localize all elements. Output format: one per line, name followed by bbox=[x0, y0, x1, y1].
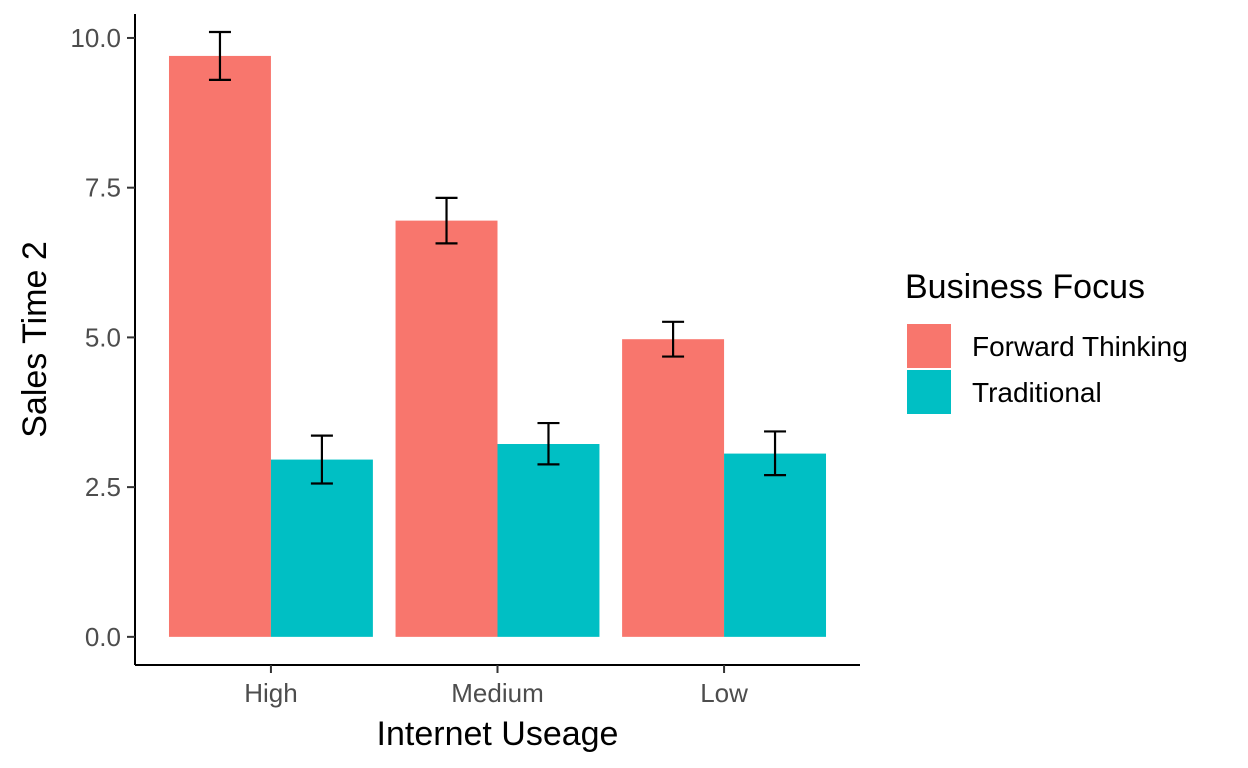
legend: Business Focus Forward Thinking Tradition… bbox=[905, 268, 1188, 414]
legend-label: Forward Thinking bbox=[972, 331, 1188, 362]
x-tick-label: Medium bbox=[451, 678, 543, 708]
legend-key-traditional bbox=[907, 370, 951, 414]
bar-low-traditional bbox=[724, 453, 827, 637]
y-tick-label: 5.0 bbox=[85, 322, 121, 352]
x-tick-label: High bbox=[244, 678, 297, 708]
y-tick-label: 2.5 bbox=[85, 472, 121, 502]
bar-medium-forward-thinking bbox=[395, 220, 498, 637]
error-bar-low-traditional bbox=[764, 430, 787, 477]
error-bars-layer bbox=[208, 30, 787, 485]
legend-key-forward-thinking bbox=[907, 324, 951, 368]
bar-medium-traditional bbox=[497, 444, 600, 637]
y-tick-label: 0.0 bbox=[85, 622, 121, 652]
error-bar-high-traditional bbox=[310, 434, 333, 485]
y-tick-label: 10.0 bbox=[70, 23, 121, 53]
x-tick-label: Low bbox=[700, 678, 748, 708]
legend-title: Business Focus bbox=[905, 268, 1145, 306]
x-axis-title: Internet Useage bbox=[377, 715, 619, 753]
error-bar-low-forward-thinking bbox=[662, 320, 685, 358]
bar-low-forward-thinking bbox=[622, 339, 725, 637]
y-ticks: 0.0 2.5 5.0 7.5 10.0 bbox=[70, 23, 135, 652]
error-bar-high-forward-thinking bbox=[208, 30, 231, 81]
error-bar-medium-traditional bbox=[537, 421, 560, 466]
x-ticks: High Medium Low bbox=[244, 665, 748, 708]
bars-layer bbox=[168, 55, 827, 637]
error-bar-medium-forward-thinking bbox=[435, 196, 458, 245]
bar-high-forward-thinking bbox=[168, 55, 271, 637]
y-tick-label: 7.5 bbox=[85, 173, 121, 203]
bar-high-traditional bbox=[270, 459, 373, 637]
legend-label: Traditional bbox=[972, 377, 1102, 408]
y-axis-title: Sales Time 2 bbox=[16, 241, 54, 438]
